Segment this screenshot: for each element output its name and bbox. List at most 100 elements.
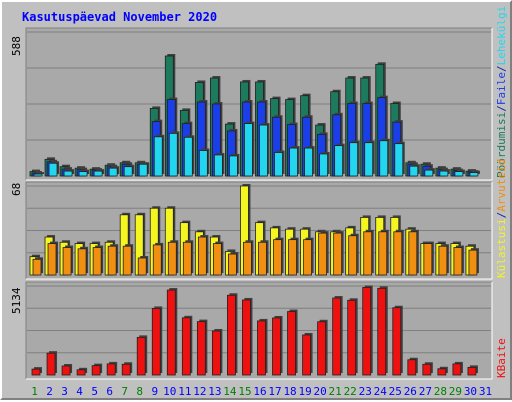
bar-fill [303,239,312,276]
chart-title: Kasutuspäevad November 2020 [22,10,217,24]
x-tick-label-27: 27 [419,385,432,398]
bar-fill [198,150,208,177]
side-label-top-part-0: Pöördumisi [495,112,508,178]
bar-fill [167,241,177,276]
bar-fill [151,308,161,376]
bar-fill [377,287,387,376]
x-tick-label-9: 9 [151,385,158,398]
x-tick-label-28: 28 [434,385,447,398]
bar-top-3-day-15 [244,121,255,177]
bar-fill [153,136,163,177]
bar-bottom-1-day-24 [377,286,388,376]
bar-bottom-1-day-18 [287,309,298,376]
bar-fill [468,249,478,276]
bar-top-3-day-2 [48,161,60,177]
x-tick-label-30: 30 [464,385,477,398]
bar-top-3-day-18 [289,146,300,177]
bar-fill [211,330,221,376]
bar-bottom-1-day-16 [257,318,268,376]
bar-fill [78,171,88,177]
bar-fill [47,243,57,276]
bar-bottom-1-day-30 [467,365,478,376]
bar-top-3-day-10 [168,131,180,177]
bar-fill [227,294,236,376]
bar-middle-2-day-23 [363,229,374,276]
bar-fill [106,363,116,376]
bar-fill [257,320,266,376]
bar-top-3-day-16 [259,123,270,177]
bar-bottom-1-day-11 [181,315,193,376]
bar-bottom-1-day-2 [46,351,58,376]
bar-fill [63,170,73,177]
side-label-middle-part-1: / [495,212,508,219]
bar-bottom-1-day-28 [437,366,448,376]
bar-fill [408,231,418,276]
bar-top-3-day-9 [153,134,165,177]
middle-ymax-label: 68 [10,183,23,196]
bar-middle-2-day-28 [438,244,449,276]
bar-middle-2-day-8 [137,255,149,276]
bar-bottom-1-day-21 [332,296,343,376]
top-ymax-label: 588 [10,36,23,56]
bar-fill [393,231,403,276]
bar-fill [32,258,42,276]
bar-top-3-day-14 [229,153,240,177]
bar-fill [46,352,56,376]
bar-top-3-day-26 [409,164,420,177]
bar-fill [439,170,449,177]
bar-top-3-day-3 [63,169,75,177]
x-tick-label-13: 13 [208,385,221,398]
x-tick-label-10: 10 [163,385,176,398]
bar-fill [469,172,479,177]
bar-fill [289,147,298,177]
side-label-top-part-3: / [495,65,508,72]
bar-fill [152,244,162,276]
bar-fill [348,235,358,276]
bar-fill [136,336,146,376]
bar-top-3-day-22 [349,140,360,177]
bar-bottom-1-day-9 [151,306,163,376]
bar-fill [258,241,267,276]
side-label-middle-part-0: Külastusi [495,218,508,278]
bar-top-3-day-27 [424,168,435,177]
bar-middle-2-day-21 [333,231,344,276]
bar-top-3-day-17 [274,150,285,177]
bar-fill [362,287,372,376]
panel-bottom-border-light [26,282,493,380]
bar-top-3-day-30 [469,170,480,177]
bar-fill [332,297,342,376]
side-label-middle-part-2: Arvuteid [495,159,508,212]
bar-top-3-day-6 [108,166,120,177]
bar-middle-2-day-4 [77,246,89,276]
bar-top-3-day-20 [319,151,330,177]
side-label-top: Pöördumisi/Faile/Lehekülgi [495,6,508,178]
bar-fill [467,366,477,376]
bar-fill [48,162,58,177]
bar-fill [302,334,311,376]
bar-fill [242,299,251,376]
panel-top-border-dark [25,27,492,180]
bar-fill [364,142,374,177]
bar-fill [168,132,178,177]
bar-middle-2-day-20 [318,231,329,276]
side-label-bottom: KBaite [495,338,508,378]
x-tick-label-25: 25 [389,385,402,398]
bar-middle-2-day-10 [167,240,179,276]
bar-top-3-day-19 [304,146,315,177]
bar-middle-2-day-12 [197,235,209,276]
bar-fill [138,163,148,177]
bar-fill [452,363,462,376]
x-tick-label-6: 6 [106,385,113,398]
bar-fill [33,173,43,177]
bar-top-3-day-28 [439,169,450,177]
bar-top-3-day-25 [394,141,405,177]
panel-bottom [25,281,493,380]
bar-bottom-1-day-17 [272,315,283,376]
bar-fill [287,311,296,376]
x-tick-label-4: 4 [76,385,83,398]
bar-fill [228,253,237,276]
bar-middle-2-day-18 [288,237,299,276]
bar-fill [121,363,131,376]
